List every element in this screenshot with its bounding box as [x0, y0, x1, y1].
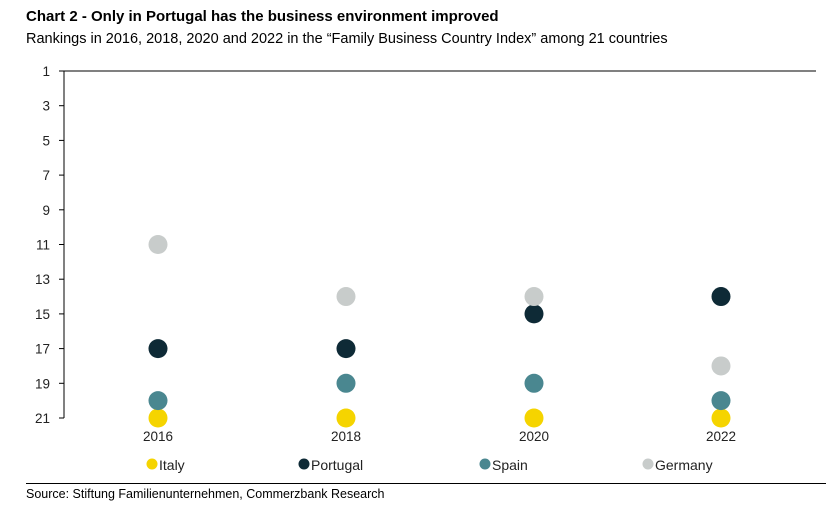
data-point-germany: [148, 235, 168, 254]
data-point-portugal: [524, 304, 544, 324]
legend-marker-germany: [642, 458, 654, 470]
y-tick-label: 19: [35, 376, 50, 391]
data-point-italy: [148, 408, 168, 428]
x-tick-label: 2016: [143, 429, 173, 444]
data-point-italy: [524, 408, 544, 428]
data-point-portugal: [336, 339, 356, 359]
legend-label-italy: Italy: [159, 457, 185, 473]
data-point-portugal: [711, 287, 731, 307]
y-tick-label: 7: [42, 168, 50, 183]
legend-label-portugal: Portugal: [311, 457, 363, 473]
y-tick-label: 5: [42, 133, 50, 148]
data-point-spain: [148, 391, 168, 411]
legend-marker-italy: [146, 458, 158, 470]
legend-label-spain: Spain: [492, 457, 528, 473]
data-point-germany: [524, 287, 544, 307]
data-point-italy: [336, 408, 356, 428]
x-tick-label: 2018: [331, 429, 361, 444]
y-tick-label: 1: [42, 64, 50, 79]
legend-marker-portugal: [298, 458, 310, 470]
y-tick-label: 13: [35, 272, 50, 287]
y-tick-label: 11: [36, 238, 50, 253]
x-tick-label: 2020: [519, 429, 549, 444]
y-tick-label: 21: [35, 411, 50, 426]
x-tick-label: 2022: [706, 429, 736, 444]
data-point-italy: [711, 408, 731, 428]
y-tick-label: 15: [35, 307, 50, 322]
data-point-germany: [336, 287, 356, 307]
data-point-spain: [524, 373, 544, 393]
legend-label-germany: Germany: [655, 457, 713, 473]
legend-marker-spain: [479, 458, 491, 470]
chart-subtitle: Rankings in 2016, 2018, 2020 and 2022 in…: [26, 31, 668, 47]
data-point-germany: [711, 356, 731, 376]
data-point-spain: [711, 391, 731, 411]
data-point-spain: [336, 373, 356, 393]
footer-divider: [26, 483, 826, 484]
chart-source: Source: Stiftung Familienunternehmen, Co…: [26, 487, 385, 501]
y-tick-label: 9: [42, 203, 50, 218]
chart-title: Chart 2 - Only in Portugal has the busin…: [26, 8, 499, 25]
y-tick-label: 17: [35, 342, 50, 357]
data-point-portugal: [148, 339, 168, 359]
y-tick-label: 3: [42, 99, 50, 114]
